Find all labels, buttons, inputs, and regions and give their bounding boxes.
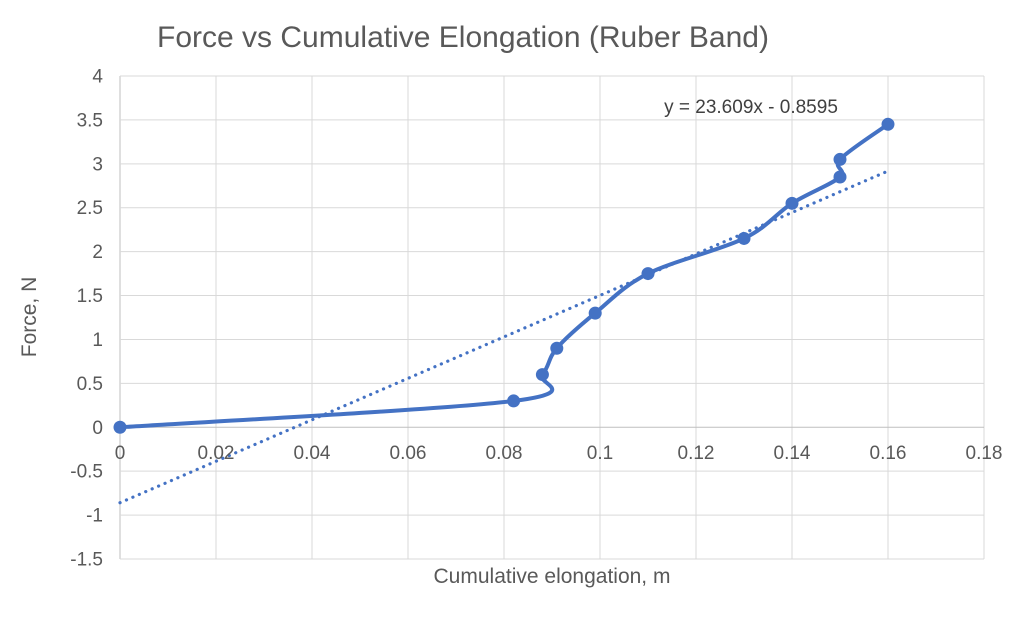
x-tick-label: 0.08 [486, 443, 523, 464]
data-point-marker [641, 267, 655, 281]
data-point-marker [881, 117, 895, 131]
data-point-marker [833, 170, 847, 184]
y-tick-label: 1.5 [77, 286, 103, 307]
x-tick-label: 0.16 [870, 443, 907, 464]
y-tick-label: 3.5 [77, 110, 103, 131]
x-tick-label: 0.18 [966, 443, 1003, 464]
data-point-marker [785, 196, 799, 210]
y-axis-title: Force, N [18, 276, 41, 358]
y-tick-label: 0 [92, 418, 103, 439]
y-tick-label: 0.5 [77, 374, 103, 395]
data-point-marker [113, 420, 127, 434]
x-tick-label: 0.04 [294, 443, 331, 464]
data-point-marker [550, 341, 564, 355]
y-tick-label: 2.5 [77, 198, 103, 219]
y-tick-label: -1 [86, 506, 103, 527]
x-tick-label: 0.06 [390, 443, 427, 464]
x-tick-label: 0.12 [678, 443, 715, 464]
x-axis-title: Cumulative elongation, m [433, 565, 671, 588]
y-tick-label: 1 [92, 330, 103, 351]
y-tick-label: -1.5 [70, 550, 103, 571]
y-tick-label: -0.5 [70, 462, 103, 483]
data-point-marker [535, 368, 549, 382]
trendline-dotted [118, 169, 890, 505]
data-point-marker [507, 394, 521, 408]
data-point-marker [833, 152, 847, 166]
chart-title: Force vs Cumulative Elongation (Ruber Ba… [157, 21, 769, 54]
x-tick-label: 0.14 [774, 443, 811, 464]
x-tick-label: 0.02 [198, 443, 235, 464]
x-tick-label: 0.1 [587, 443, 613, 464]
x-tick-label: 0 [115, 443, 126, 464]
y-tick-label: 2 [92, 242, 103, 263]
data-point-marker [737, 231, 751, 245]
trendline-equation: y = 23.609x - 0.8595 [664, 97, 838, 118]
y-tick-label: 3 [92, 154, 103, 175]
y-tick-label: 4 [92, 67, 103, 88]
data-point-marker [588, 306, 602, 320]
